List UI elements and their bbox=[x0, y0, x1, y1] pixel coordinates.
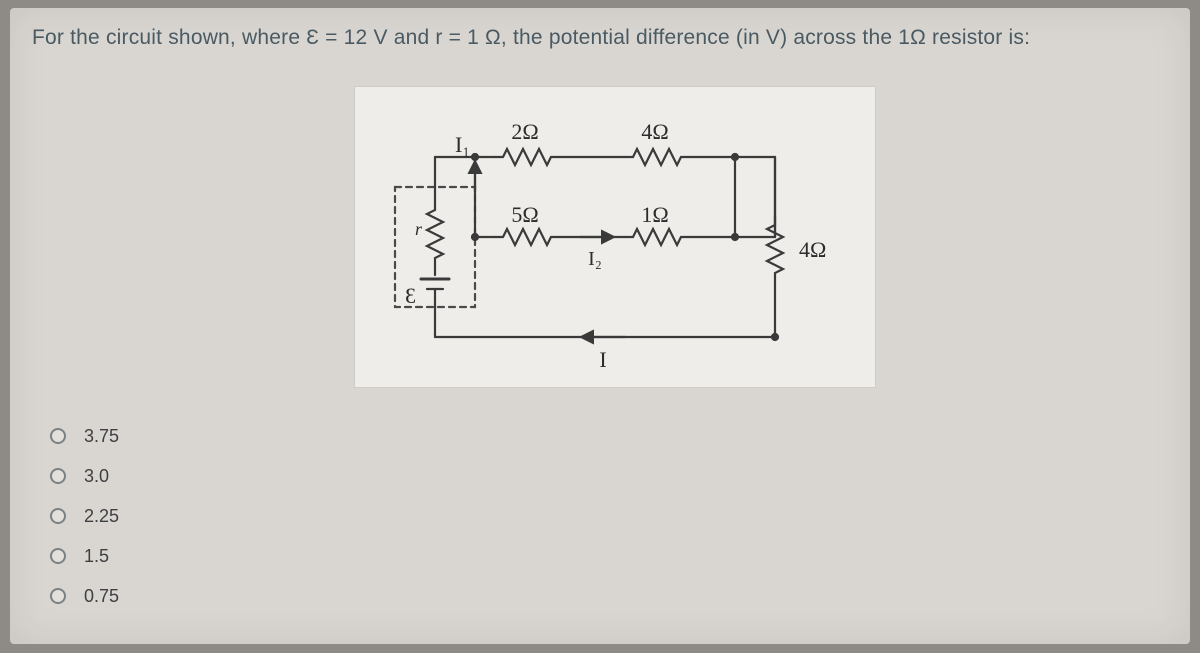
label-i2: I₂ bbox=[588, 248, 602, 270]
label-i1: I₁ bbox=[455, 132, 470, 157]
option-2[interactable]: 2.25 bbox=[50, 496, 119, 536]
option-label: 0.75 bbox=[84, 586, 119, 607]
option-label: 3.75 bbox=[84, 426, 119, 447]
answer-options: 3.75 3.0 2.25 1.5 0.75 bbox=[50, 416, 119, 616]
circuit-svg: I₁ 2Ω 4Ω 5Ω 1Ω I₂ I 4Ω r Ɛ bbox=[355, 87, 875, 387]
circuit-figure: I₁ 2Ω 4Ω 5Ω 1Ω I₂ I 4Ω r Ɛ bbox=[354, 86, 876, 388]
radio-icon bbox=[50, 588, 66, 604]
resistor-1ohm bbox=[625, 229, 685, 245]
q-part1: For the circuit shown, where bbox=[32, 26, 306, 49]
label-i: I bbox=[599, 347, 606, 372]
q-eps: Ɛ = 12 V bbox=[306, 26, 387, 49]
label-r: r bbox=[415, 219, 423, 239]
label-1ohm: 1Ω bbox=[641, 202, 668, 227]
option-label: 3.0 bbox=[84, 466, 109, 487]
resistor-4ohm-right bbox=[767, 217, 783, 277]
option-3[interactable]: 1.5 bbox=[50, 536, 119, 576]
radio-icon bbox=[50, 468, 66, 484]
option-4[interactable]: 0.75 bbox=[50, 576, 119, 616]
question-text: For the circuit shown, where Ɛ = 12 V an… bbox=[32, 26, 1168, 50]
label-eps: Ɛ bbox=[405, 283, 416, 308]
option-0[interactable]: 3.75 bbox=[50, 416, 119, 456]
resistor-5ohm bbox=[495, 229, 555, 245]
label-4ohm-top: 4Ω bbox=[641, 119, 668, 144]
q-part2: and r = 1 Ω, the potential difference (i… bbox=[388, 26, 1030, 49]
label-5ohm: 5Ω bbox=[511, 202, 538, 227]
label-2ohm: 2Ω bbox=[511, 119, 538, 144]
option-1[interactable]: 3.0 bbox=[50, 456, 119, 496]
radio-icon bbox=[50, 548, 66, 564]
radio-icon bbox=[50, 508, 66, 524]
radio-icon bbox=[50, 428, 66, 444]
resistor-2ohm bbox=[495, 149, 555, 165]
resistor-r bbox=[427, 202, 443, 262]
option-label: 1.5 bbox=[84, 546, 109, 567]
question-card: For the circuit shown, where Ɛ = 12 V an… bbox=[10, 8, 1190, 644]
label-4ohm-right: 4Ω bbox=[799, 237, 826, 262]
option-label: 2.25 bbox=[84, 506, 119, 527]
resistor-4ohm-top bbox=[625, 149, 685, 165]
